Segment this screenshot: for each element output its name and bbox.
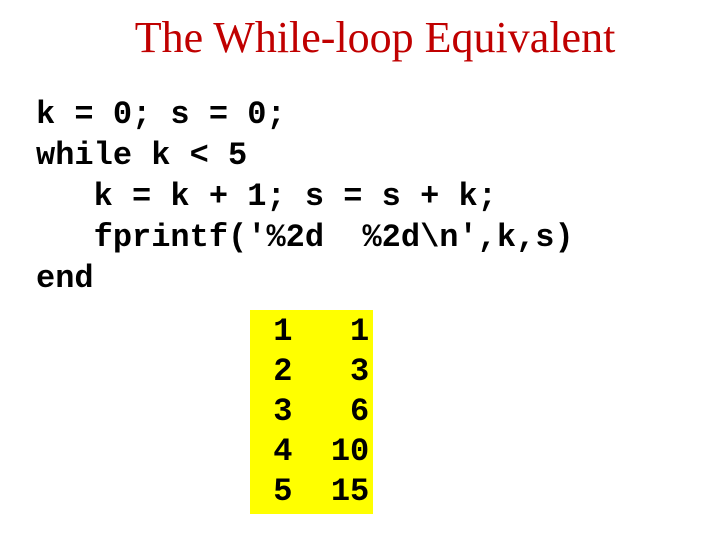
slide: The While-loop Equivalent k = 0; s = 0; … [0, 0, 720, 540]
output-box: 1 1 2 3 3 6 4 10 5 15 [250, 310, 373, 514]
slide-title: The While-loop Equivalent [0, 12, 720, 63]
code-block: k = 0; s = 0; while k < 5 k = k + 1; s =… [36, 95, 574, 300]
